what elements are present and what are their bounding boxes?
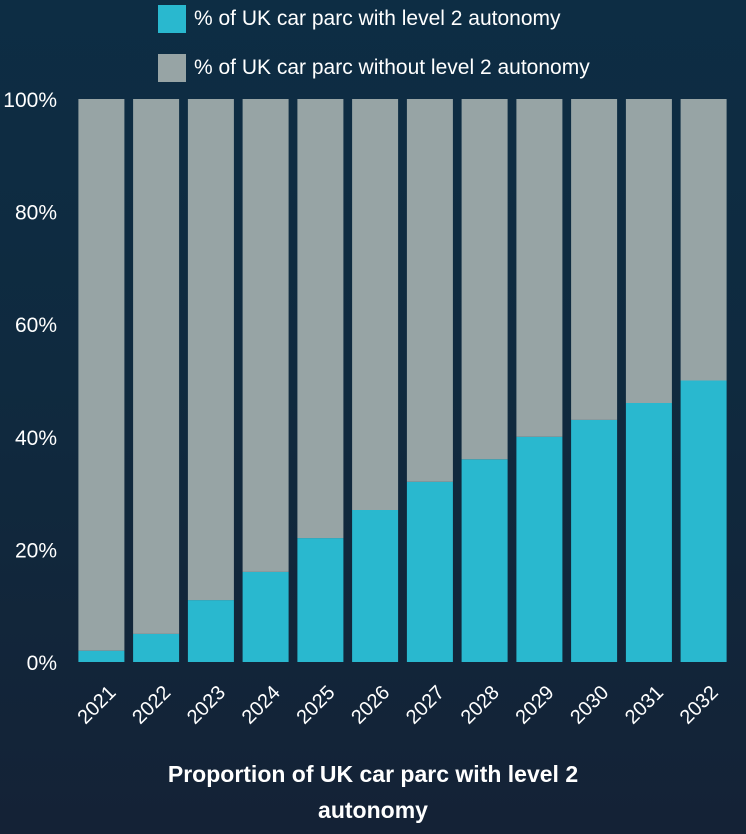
bar-without-level2-2026 — [352, 99, 399, 510]
x-tick-label-2026: 2026 — [347, 682, 394, 729]
legend-item-with-level2: % of UK car parc with level 2 autonomy — [158, 5, 561, 33]
legend-swatch-without-level2 — [158, 54, 186, 82]
x-tick-label-2029: 2029 — [512, 682, 559, 729]
bars-group — [78, 99, 727, 662]
x-tick-label-2021: 2021 — [74, 682, 121, 729]
bar-with-level2-2027 — [406, 481, 453, 662]
bar-without-level2-2031 — [625, 99, 672, 403]
y-axis-ticks: 0% 20% 40% 60% 80% 100% — [3, 89, 57, 675]
bar-without-level2-2025 — [297, 99, 344, 539]
y-tick-label: 60% — [15, 314, 57, 337]
bar-without-level2-2027 — [406, 99, 453, 482]
x-tick-label-2027: 2027 — [402, 682, 449, 729]
x-axis-ticks: 2021 2022 2023 2024 2025 2026 2027 2028 2029 2030… — [74, 682, 723, 729]
chart-title: Proportion of UK car parc with level 2 a… — [0, 756, 746, 828]
legend-label-with-level2: % of UK car parc with level 2 autonomy — [194, 7, 561, 30]
bar-with-level2-2026 — [352, 510, 399, 662]
legend-label-without-level2: % of UK car parc without level 2 autonom… — [194, 56, 590, 79]
bar-with-level2-2028 — [461, 459, 508, 662]
bar-without-level2-2023 — [187, 99, 234, 601]
legend-swatch-with-level2 — [158, 5, 186, 33]
x-tick-label-2031: 2031 — [621, 682, 668, 729]
chart-title-line2: autonomy — [318, 797, 428, 823]
bar-with-level2-2030 — [571, 419, 618, 662]
x-tick-label-2032: 2032 — [676, 682, 723, 729]
y-tick-label: 100% — [3, 89, 57, 112]
bar-without-level2-2024 — [242, 99, 289, 572]
y-tick-label: 0% — [27, 652, 57, 675]
x-tick-label-2024: 2024 — [238, 682, 285, 729]
bar-with-level2-2031 — [625, 403, 672, 662]
bar-with-level2-2032 — [680, 380, 727, 662]
bar-with-level2-2023 — [187, 600, 234, 662]
legend-item-without-level2: % of UK car parc without level 2 autonom… — [158, 54, 590, 82]
y-tick-label: 20% — [15, 539, 57, 562]
bar-with-level2-2025 — [297, 538, 344, 662]
x-tick-label-2030: 2030 — [566, 682, 613, 729]
x-tick-label-2022: 2022 — [128, 682, 175, 729]
x-tick-label-2028: 2028 — [457, 682, 504, 729]
bar-with-level2-2021 — [78, 650, 125, 662]
y-tick-label: 80% — [15, 202, 57, 225]
bar-with-level2-2024 — [242, 571, 289, 662]
bar-without-level2-2030 — [571, 99, 618, 420]
bar-without-level2-2029 — [516, 99, 563, 437]
chart-title-line1: Proportion of UK car parc with level 2 — [167, 761, 579, 787]
y-tick-label: 40% — [15, 427, 57, 450]
bar-with-level2-2022 — [133, 633, 180, 662]
bar-without-level2-2021 — [78, 99, 125, 651]
bar-without-level2-2032 — [680, 99, 727, 381]
bar-with-level2-2029 — [516, 436, 563, 662]
x-tick-label-2023: 2023 — [183, 682, 230, 729]
bar-without-level2-2028 — [461, 99, 508, 460]
bar-without-level2-2022 — [133, 99, 180, 634]
x-tick-label-2025: 2025 — [293, 682, 340, 729]
